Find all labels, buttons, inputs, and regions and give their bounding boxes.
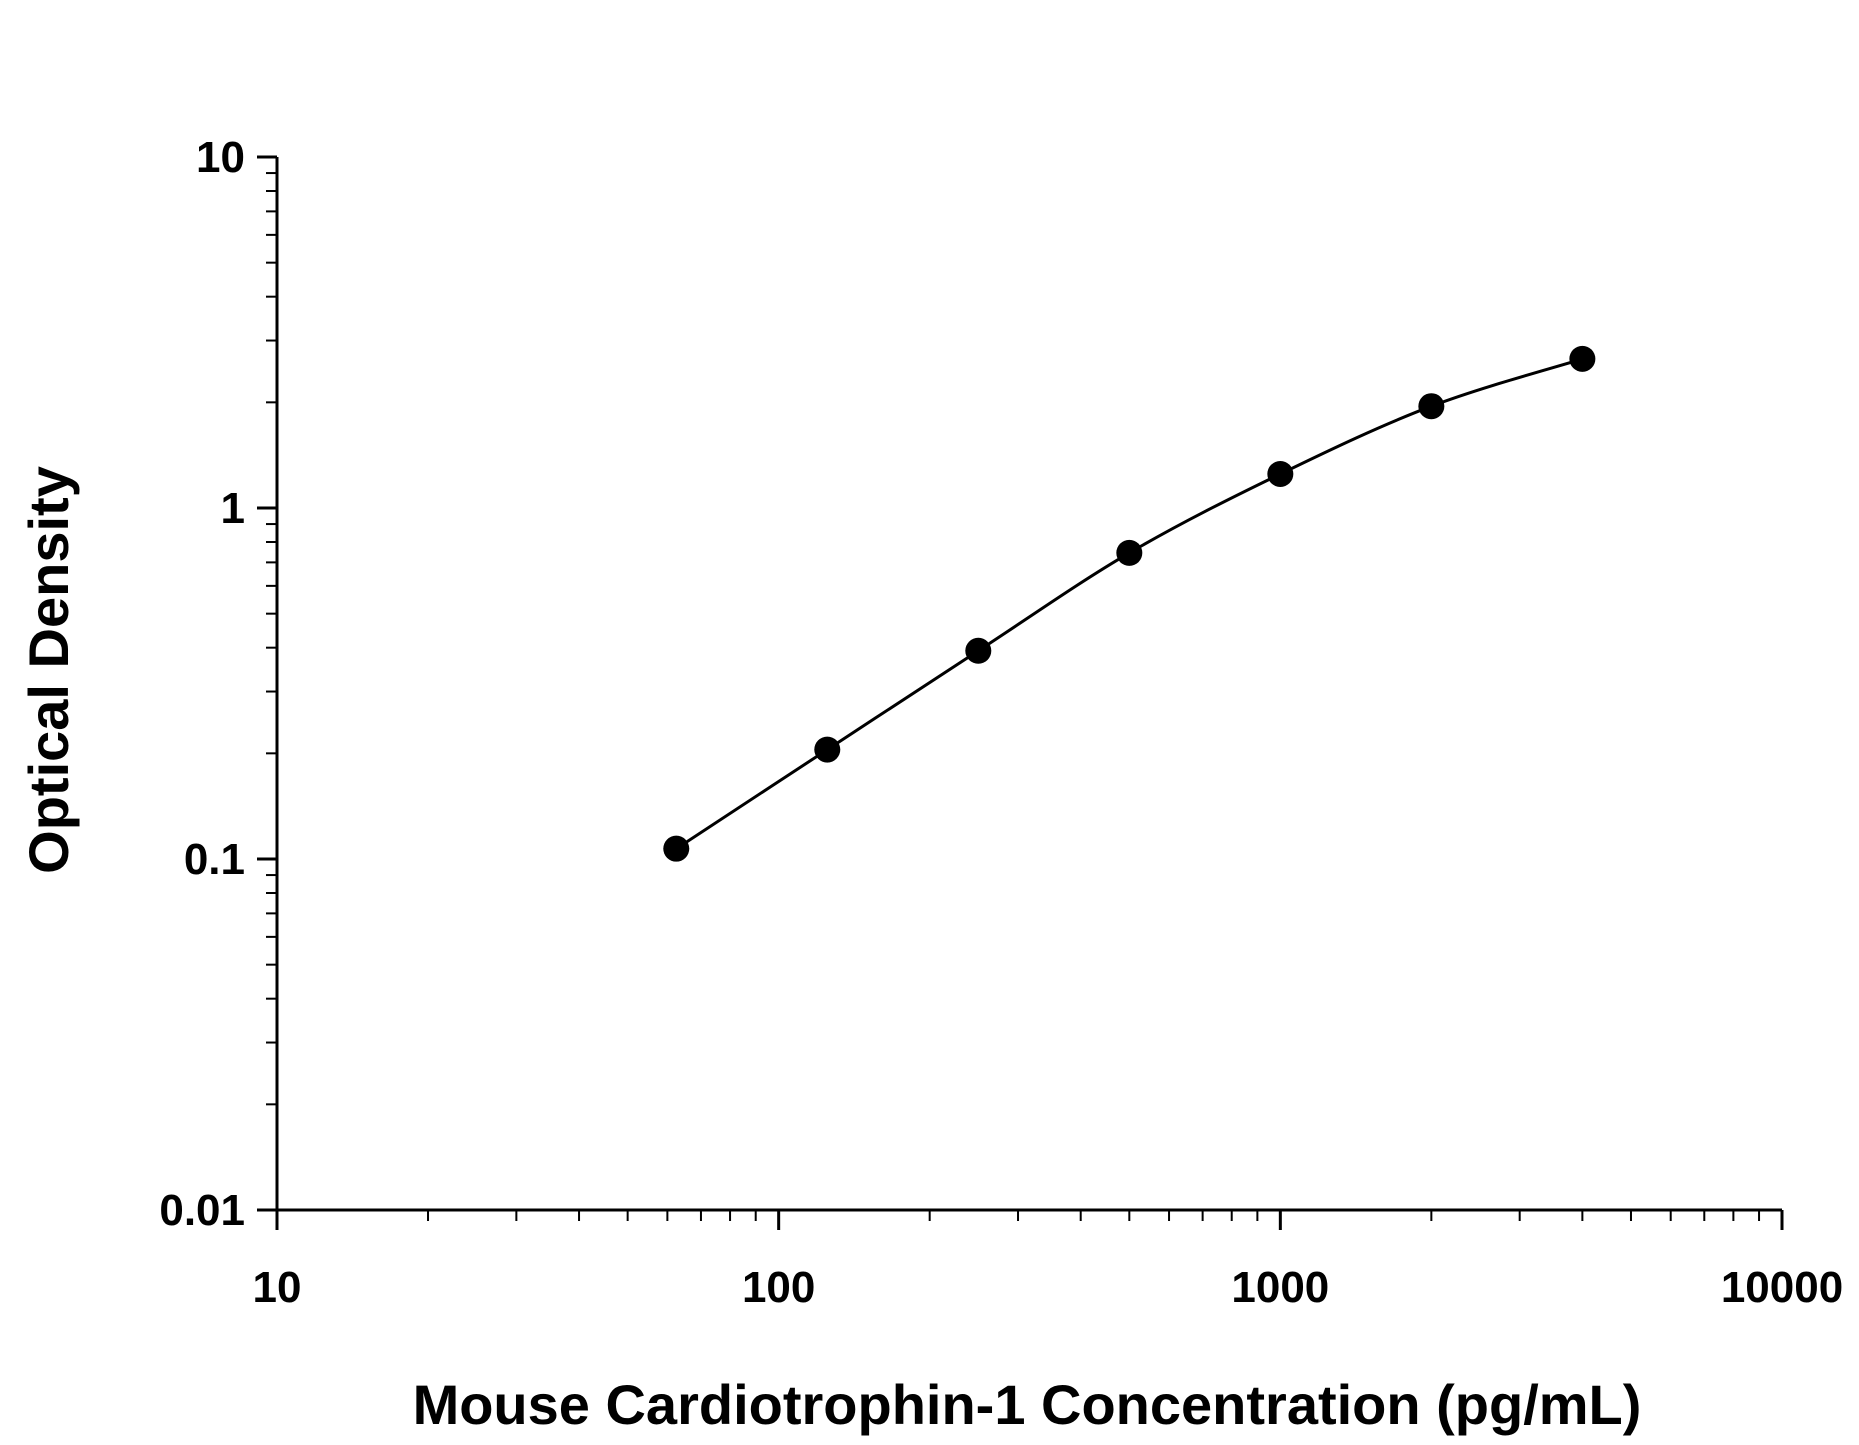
data-point <box>1418 393 1445 420</box>
x-tick-label: 10 <box>253 1263 302 1312</box>
data-point <box>1116 539 1143 566</box>
data-points <box>663 345 1596 862</box>
data-point <box>814 736 841 763</box>
x-axis-major-ticks <box>275 1210 1784 1230</box>
y-tick-label: 0.01 <box>159 1186 245 1235</box>
y-axis-major-ticks <box>257 155 277 1212</box>
x-tick-label: 1000 <box>1231 1263 1329 1312</box>
y-tick-label: 1 <box>221 484 245 533</box>
y-axis-minor-ticks <box>266 172 277 1106</box>
x-axis-tick-labels: 10 100 1000 10000 <box>253 1263 1844 1312</box>
data-point <box>663 835 690 862</box>
y-axis-title: Optical Density <box>17 466 80 874</box>
x-tick-label: 100 <box>742 1263 815 1312</box>
x-axis-minor-ticks <box>427 1210 1761 1221</box>
x-axis-title: Mouse Cardiotrophin-1 Concentration (pg/… <box>413 1373 1642 1436</box>
data-point <box>1267 460 1294 487</box>
y-axis-tick-labels: 0.01 0.1 1 10 <box>159 133 245 1235</box>
data-point <box>965 637 992 664</box>
data-point <box>1569 345 1596 372</box>
y-tick-label: 10 <box>196 133 245 182</box>
x-tick-label: 10000 <box>1721 1263 1843 1312</box>
fit-curve <box>675 357 1583 850</box>
y-tick-label: 0.1 <box>184 835 245 884</box>
